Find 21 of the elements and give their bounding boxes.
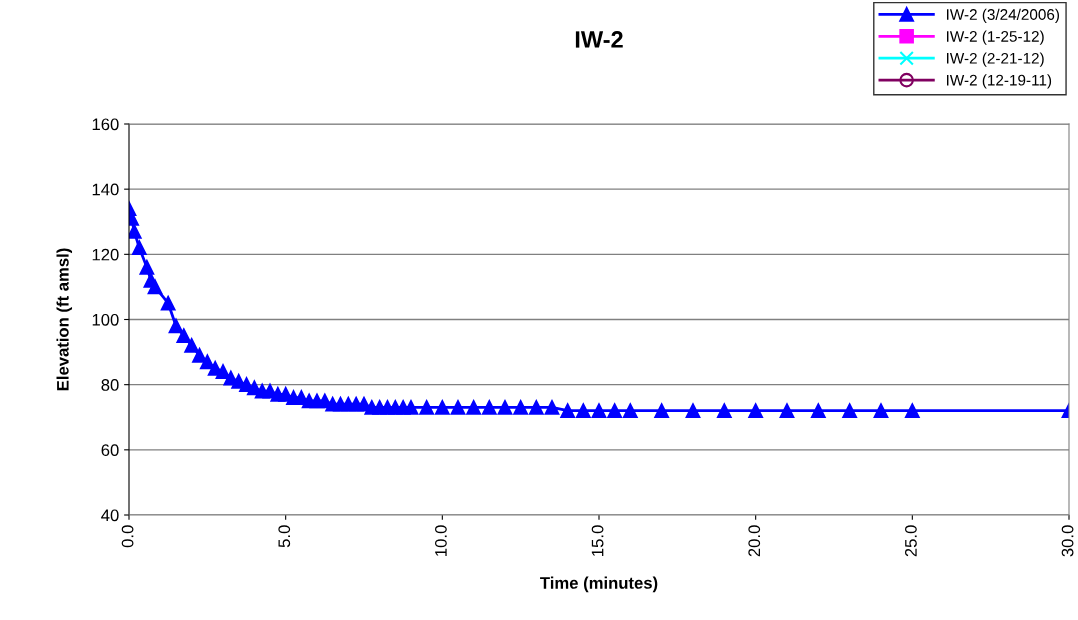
- x-tick-label: 25.0: [905, 525, 917, 557]
- y-tick-label: 160: [92, 118, 119, 131]
- x-tick-label: 15.0: [591, 525, 604, 556]
- legend-label: IW-2 (3/24/2006): [947, 8, 1060, 23]
- y-axis-title: Elevation (ft amsl): [56, 248, 73, 391]
- y-tick-label: 40: [101, 509, 119, 522]
- y-tick-label: 140: [92, 183, 119, 196]
- legend-label: IW-2 (2-21-12): [947, 52, 1044, 67]
- x-tick-label: 20.0: [748, 525, 761, 557]
- x-tick-label: 0.0: [121, 525, 134, 548]
- y-tick-label: 120: [92, 248, 119, 261]
- x-axis-title: Time (minutes): [540, 576, 658, 593]
- x-tick-label: 30.0: [1061, 525, 1074, 557]
- y-tick-label: 60: [101, 444, 119, 457]
- y-tick-label: 80: [101, 379, 119, 391]
- legend-label: IW-2 (1-25-12): [947, 30, 1044, 45]
- chart-title: IW-2: [575, 31, 623, 48]
- x-tick-label: 5.0: [278, 525, 291, 548]
- legend-label: IW-2 (12-19-11): [947, 74, 1052, 89]
- y-tick-label: 100: [92, 313, 119, 326]
- x-tick-label: 10.0: [435, 525, 447, 556]
